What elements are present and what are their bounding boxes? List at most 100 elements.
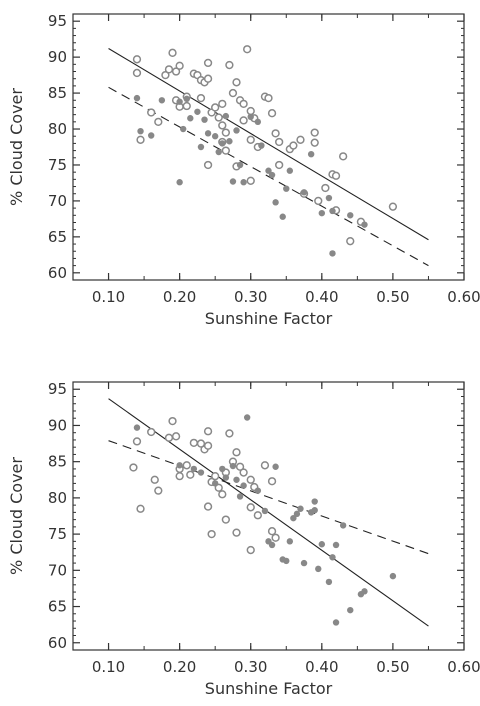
data-point-filled xyxy=(236,493,244,500)
data-point-filled xyxy=(361,221,368,228)
data-point-filled xyxy=(347,212,354,219)
data-point-open xyxy=(147,108,156,117)
data-point-filled xyxy=(233,127,240,134)
data-point-open xyxy=(310,138,319,147)
y-tick-label: 75 xyxy=(48,156,67,174)
data-point-open xyxy=(232,528,241,537)
data-point-filled xyxy=(187,115,194,122)
data-point-open xyxy=(239,116,248,125)
data-point-filled xyxy=(311,507,318,514)
data-point-filled xyxy=(286,538,294,545)
data-point-open xyxy=(296,135,305,144)
data-point-open xyxy=(232,448,241,457)
data-point-open xyxy=(132,55,142,64)
data-point-filled xyxy=(243,414,251,421)
data-point-open xyxy=(164,65,174,74)
y-axis-title: % Cloud Cover xyxy=(7,88,26,206)
data-point-filled xyxy=(279,213,286,220)
data-point-filled xyxy=(133,94,141,102)
data-point-open xyxy=(331,171,341,180)
data-point-filled xyxy=(389,572,397,580)
y-tick-label: 95 xyxy=(48,380,67,398)
data-point-open xyxy=(182,461,191,470)
data-point-open xyxy=(267,477,277,486)
data-point-open xyxy=(289,141,298,150)
data-point-filled xyxy=(300,189,308,196)
data-point-open xyxy=(203,502,213,511)
x-tick-label: 0.50 xyxy=(376,288,409,306)
data-point-filled xyxy=(329,554,336,561)
data-point-filled xyxy=(233,476,240,483)
data-point-filled xyxy=(329,250,336,257)
data-point-filled xyxy=(222,474,230,481)
x-axis-title: Sunshine Factor xyxy=(205,309,333,328)
data-point-open xyxy=(239,468,248,477)
data-point-open xyxy=(253,511,262,520)
data-point-open xyxy=(207,529,216,539)
data-point-open xyxy=(154,486,163,495)
data-point-filled xyxy=(290,514,297,522)
fit-line-dashed xyxy=(108,440,429,555)
data-point-filled xyxy=(176,179,183,186)
data-point-filled xyxy=(229,178,237,185)
data-point-open xyxy=(171,67,181,76)
data-point-filled xyxy=(190,465,198,473)
data-point-filled xyxy=(297,505,304,512)
data-point-filled xyxy=(211,133,219,140)
data-point-open xyxy=(275,137,284,147)
data-point-filled xyxy=(329,207,336,215)
data-point-open xyxy=(246,545,255,555)
data-point-filled xyxy=(325,194,333,202)
y-tick-label: 65 xyxy=(48,228,67,246)
data-point-open xyxy=(214,113,223,122)
data-point-open xyxy=(225,60,234,70)
data-point-open xyxy=(239,99,248,109)
data-point-filled xyxy=(268,541,276,549)
x-tick-label: 0.50 xyxy=(376,658,409,676)
data-point-open xyxy=(211,103,220,112)
data-point-open xyxy=(136,504,145,513)
data-point-open xyxy=(154,117,163,126)
y-tick-label: 90 xyxy=(48,48,67,66)
data-point-open xyxy=(246,106,255,116)
data-point-open xyxy=(271,533,280,542)
data-point-filled xyxy=(179,125,187,133)
fit-line-dashed xyxy=(108,86,429,267)
y-tick-label: 60 xyxy=(48,264,67,282)
data-point-filled xyxy=(268,171,276,179)
y-tick-label: 65 xyxy=(48,598,67,616)
data-point-open xyxy=(218,99,227,109)
data-point-open xyxy=(221,515,230,524)
x-axis-title: Sunshine Factor xyxy=(205,679,333,698)
data-point-filled xyxy=(254,118,262,126)
y-tick-label: 70 xyxy=(48,192,67,210)
data-point-filled xyxy=(137,127,144,135)
data-point-filled xyxy=(133,424,141,431)
data-point-open xyxy=(182,101,191,111)
data-point-filled xyxy=(307,150,315,158)
data-point-filled xyxy=(222,112,230,120)
data-point-open xyxy=(136,135,145,144)
data-point-open xyxy=(175,472,184,481)
data-point-filled xyxy=(226,138,233,145)
data-point-filled xyxy=(325,578,333,586)
data-point-filled xyxy=(272,199,279,206)
data-point-open xyxy=(132,68,142,78)
y-tick-label: 60 xyxy=(48,634,67,652)
data-point-filled xyxy=(176,98,183,105)
data-point-open xyxy=(175,61,184,70)
data-point-filled xyxy=(194,108,201,115)
data-point-open xyxy=(196,439,206,448)
data-point-open xyxy=(164,433,174,442)
data-point-open xyxy=(132,437,142,446)
data-point-open xyxy=(196,93,206,103)
fit-line-solid xyxy=(108,48,429,241)
data-point-open xyxy=(264,93,273,103)
data-point-open xyxy=(214,483,223,492)
data-point-filled xyxy=(293,510,301,518)
data-point-open xyxy=(211,472,220,481)
x-tick-label: 0.20 xyxy=(163,658,196,676)
data-point-filled xyxy=(176,462,183,469)
data-point-filled xyxy=(361,588,368,595)
